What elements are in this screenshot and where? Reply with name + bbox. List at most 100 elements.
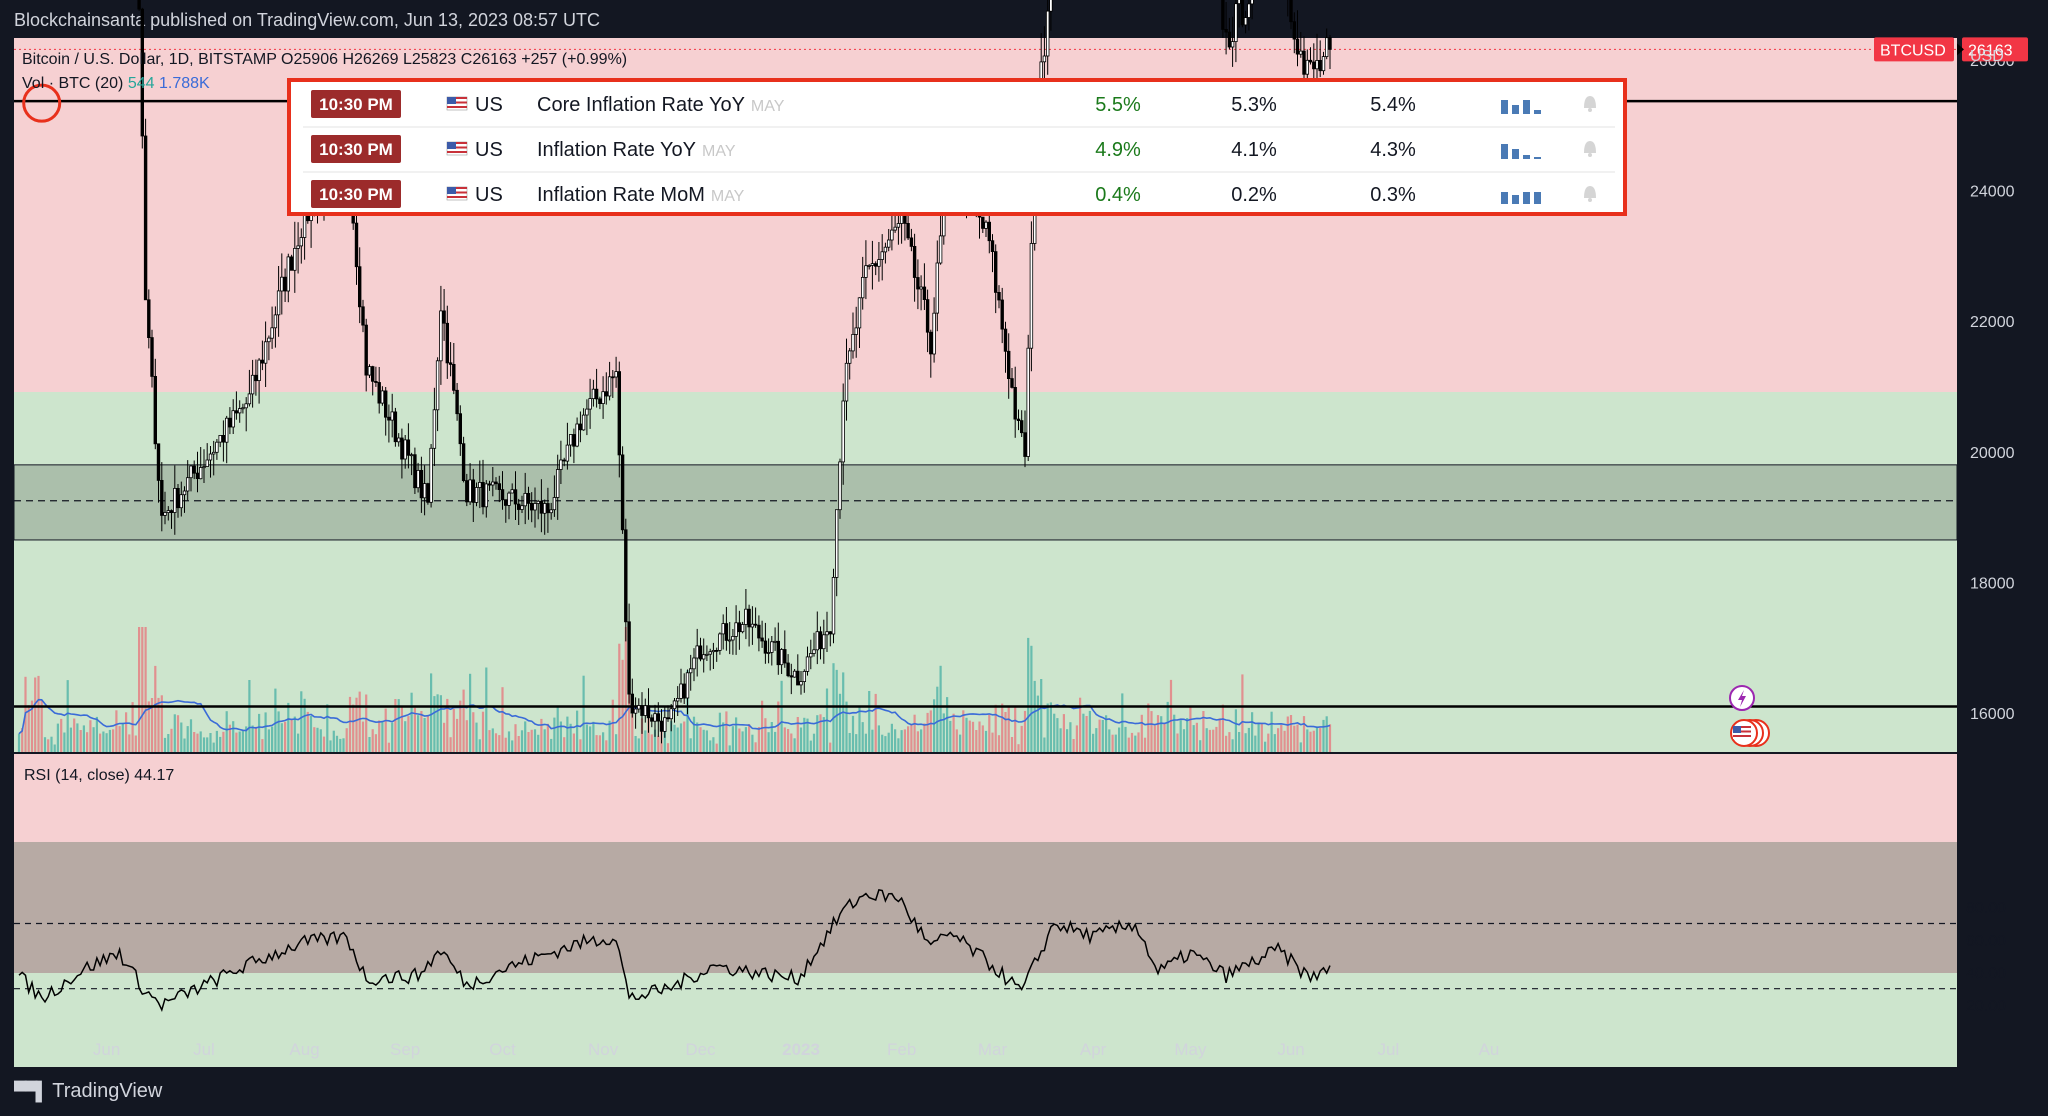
volume-bar bbox=[488, 730, 491, 752]
volume-bar bbox=[748, 724, 751, 752]
bell-icon[interactable] bbox=[1584, 96, 1596, 112]
candle-body bbox=[828, 631, 832, 635]
price-axis[interactable]: 1600018000200002200024000260002800030000… bbox=[1970, 0, 2015, 723]
candle-body bbox=[195, 472, 200, 480]
volume-bar bbox=[1315, 726, 1319, 752]
candle-body bbox=[393, 411, 398, 443]
history-bar bbox=[1512, 149, 1519, 159]
candle-body bbox=[578, 423, 583, 431]
candle bbox=[406, 423, 411, 469]
lightning-icon[interactable] bbox=[1729, 685, 1755, 711]
bell-icon[interactable] bbox=[1584, 141, 1596, 157]
candle-body bbox=[591, 388, 596, 400]
rsi-legend[interactable]: RSI (14, close) 44.17 bbox=[24, 767, 174, 784]
candle bbox=[792, 669, 797, 678]
volume-bar bbox=[180, 722, 183, 752]
candle-body bbox=[757, 624, 761, 639]
volume-bar bbox=[861, 722, 864, 752]
candle-body bbox=[929, 331, 933, 355]
volume-bar bbox=[926, 712, 929, 752]
candle bbox=[1247, 0, 1251, 31]
volume-bar bbox=[959, 734, 962, 752]
volume-bar bbox=[767, 732, 770, 752]
event-markers[interactable] bbox=[1729, 685, 1770, 747]
candle bbox=[1299, 32, 1303, 58]
event-row[interactable]: 10:30 PM US Inflation Rate MoM MAY 0.4% 0.2% 0… bbox=[303, 171, 1615, 208]
volume-bar bbox=[303, 698, 306, 752]
volume-bar bbox=[890, 723, 893, 752]
volume-bar bbox=[1153, 725, 1156, 752]
candle bbox=[607, 361, 612, 401]
volume-bar bbox=[485, 667, 488, 752]
candle-body bbox=[676, 698, 680, 702]
volume-bar bbox=[1225, 735, 1228, 752]
candle-body bbox=[1237, 0, 1241, 5]
candle-body bbox=[250, 374, 255, 395]
volume-bar bbox=[1160, 716, 1163, 752]
candle bbox=[234, 391, 239, 420]
flag-stripe bbox=[447, 196, 467, 198]
candle-body bbox=[1007, 350, 1011, 379]
candle-body bbox=[387, 416, 391, 421]
candle bbox=[523, 472, 527, 525]
candle-body bbox=[1013, 386, 1017, 420]
volume-bar bbox=[1127, 737, 1130, 752]
candle bbox=[377, 367, 381, 414]
event-row[interactable]: 10:30 PM US Core Inflation Rate YoY MAY 5.5%… bbox=[311, 90, 1596, 118]
volume-bar bbox=[1023, 710, 1027, 752]
candle-body bbox=[1308, 59, 1313, 63]
candle-body bbox=[747, 608, 751, 628]
volume-bar bbox=[358, 691, 361, 752]
volume-bar bbox=[141, 627, 144, 752]
candle bbox=[997, 285, 1001, 309]
volume-bar bbox=[267, 729, 270, 752]
candle bbox=[166, 506, 170, 521]
history-bar bbox=[1534, 110, 1541, 114]
volume-bar bbox=[615, 734, 618, 752]
candle-body bbox=[247, 393, 252, 405]
volume-bar bbox=[793, 738, 796, 752]
volume-bar bbox=[780, 680, 783, 752]
candle-body bbox=[997, 291, 1001, 301]
candle-body bbox=[870, 263, 875, 266]
candle bbox=[1023, 410, 1027, 468]
candle-body bbox=[218, 434, 222, 443]
flag-stripe bbox=[447, 97, 467, 99]
symbol-legend[interactable]: Bitcoin / U.S. Dollar, 1D, BITSTAMP O259… bbox=[22, 51, 627, 68]
candle bbox=[705, 645, 709, 661]
candle-body bbox=[189, 465, 193, 479]
candle bbox=[877, 242, 881, 282]
candle bbox=[215, 439, 219, 460]
volume-bar bbox=[812, 733, 816, 752]
volume-bar bbox=[692, 716, 696, 752]
candle bbox=[413, 447, 417, 494]
volume-bar bbox=[1137, 732, 1140, 752]
event-row[interactable]: 10:30 PM US Inflation Rate YoY MAY 4.9% 4.1% 4… bbox=[303, 126, 1615, 163]
bell-clapper bbox=[1588, 108, 1592, 112]
volume-bar bbox=[163, 737, 167, 752]
volume-bar bbox=[608, 720, 611, 752]
candle bbox=[598, 396, 602, 410]
volume-bar bbox=[913, 714, 916, 752]
candle-body bbox=[426, 483, 430, 503]
volume-bar bbox=[822, 717, 825, 752]
bell-icon[interactable] bbox=[1584, 186, 1596, 202]
candle bbox=[231, 399, 235, 434]
economic-events-panel[interactable]: 10:30 PM US Core Inflation Rate YoY MAY 5.5%… bbox=[287, 78, 1627, 216]
candle-body bbox=[221, 434, 226, 443]
volume-bar bbox=[585, 724, 588, 752]
volume-bar bbox=[738, 728, 741, 752]
candle-body bbox=[1321, 56, 1326, 72]
candle-body bbox=[1295, 38, 1300, 55]
volume-legend[interactable]: Vol · BTC (20) 544 1.788K bbox=[22, 75, 210, 92]
candle-body bbox=[465, 480, 469, 503]
us-economic-event-icon[interactable] bbox=[1730, 719, 1770, 747]
volume-bar bbox=[472, 712, 475, 752]
volume-bar bbox=[313, 727, 316, 752]
candle bbox=[569, 434, 573, 457]
candle-body bbox=[507, 492, 511, 506]
candle bbox=[1321, 51, 1326, 75]
footer-brand[interactable]: ▀▀▌ TradingView bbox=[14, 1080, 162, 1103]
time-axis[interactable]: Jun Jul Aug Sep Oct Nov Dec 2023 Feb Mar Apr May Jun… bbox=[93, 1040, 1499, 1059]
